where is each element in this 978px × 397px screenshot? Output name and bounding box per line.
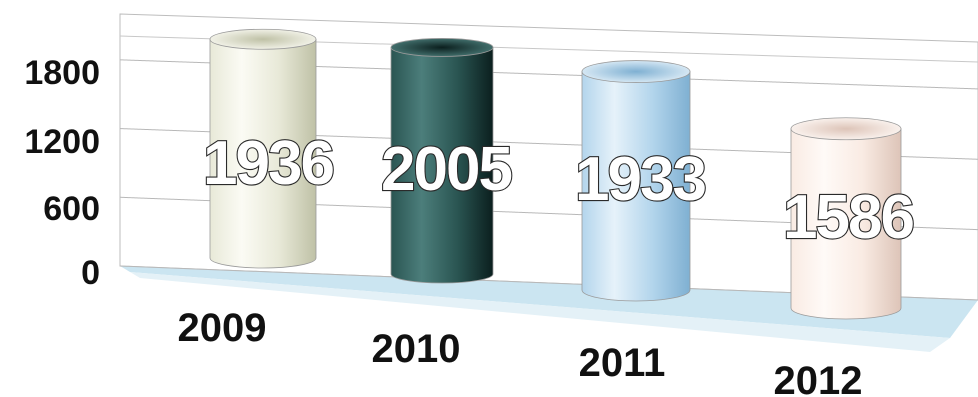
bar-body [790,128,902,320]
bar-2009 [209,28,317,269]
chart-floor [120,266,978,352]
data-label: 1936 [203,129,333,198]
bar-2011 [581,60,691,302]
y-tick-label: 600 [43,190,100,228]
bar-top [581,60,691,83]
bar-top [390,38,494,57]
y-axis-ticks: 0 600 1200 1800 [24,54,100,292]
chart-back-wall [119,13,978,301]
data-label: 1933 [575,145,705,214]
data-label: 1586 [783,183,913,252]
back-wall-plane [119,13,978,301]
data-label: 2005 [381,135,511,204]
chart-bars [209,28,902,320]
x-tick-label: 2012 [774,359,863,397]
bar-2012 [790,117,902,320]
bar-top [209,28,317,50]
x-tick-label: 2010 [372,327,461,371]
x-axis-ticks: 2009 2010 2011 2012 [178,306,863,397]
y-tick-label: 0 [81,254,100,292]
x-tick-label: 2011 [579,341,666,385]
bar-top [790,117,902,141]
floor-front-edge [130,272,950,352]
y-tick-label: 1800 [24,54,100,92]
floor-plane [120,266,978,338]
bar-2010 [390,38,494,284]
bar-body [581,71,691,302]
data-labels: 1936 2005 1933 1586 [202,128,917,253]
x-tick-label: 2009 [178,306,267,350]
bar-body [390,47,494,284]
bar-body [209,38,317,269]
y-tick-label: 1200 [24,123,100,161]
